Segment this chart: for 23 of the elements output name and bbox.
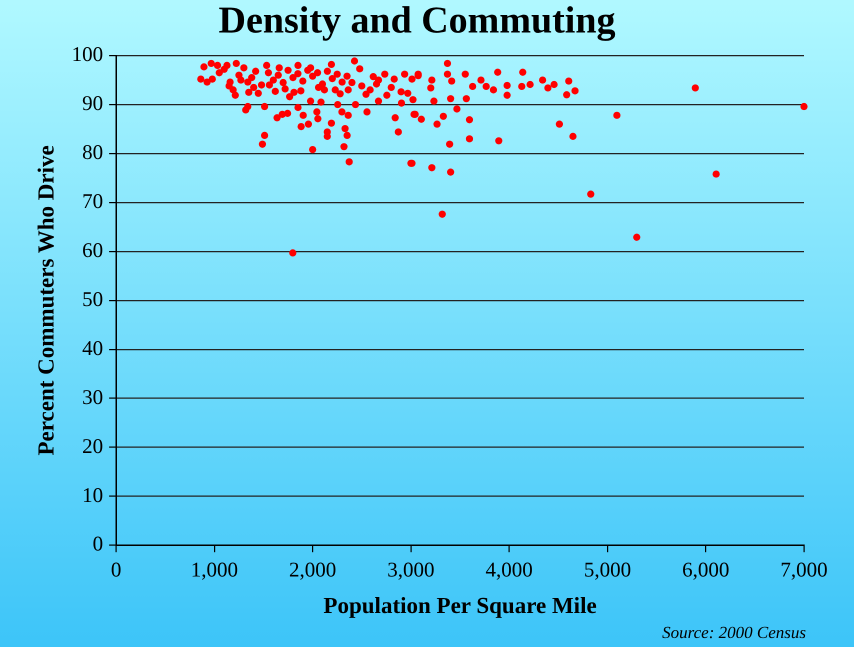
y-tick-label: 100 [72, 42, 104, 66]
y-tick-label: 10 [82, 482, 104, 507]
x-tick-label: 7,000 [780, 557, 828, 582]
x-tick-label: 6,000 [682, 557, 730, 582]
x-tick-label: 2,000 [289, 557, 336, 582]
y-tick-label: 20 [82, 434, 104, 458]
y-tick-label: 70 [82, 188, 104, 213]
y-tick-label: 30 [82, 384, 104, 409]
y-tick-label: 0 [92, 532, 104, 556]
y-tick-label: 80 [82, 140, 104, 164]
x-tick-label: 3,000 [387, 557, 435, 582]
y-tick-label: 90 [82, 91, 104, 116]
y-tick-label: 50 [82, 286, 104, 311]
x-tick-label: 5,000 [584, 557, 632, 582]
x-tick-label: 4,000 [486, 557, 533, 582]
y-axis-title: Percent Commuters Who Drive [34, 145, 59, 456]
x-tick-label: 0 [110, 557, 122, 582]
x-axis-title: Population Per Square Mile [323, 593, 597, 618]
y-tick-label: 40 [82, 336, 104, 360]
x-tick-label: 1,000 [190, 557, 238, 582]
source-note: Source: 2000 Census [662, 622, 806, 642]
chart-title: Density and Commuting [218, 0, 616, 42]
y-tick-label: 60 [82, 238, 104, 262]
